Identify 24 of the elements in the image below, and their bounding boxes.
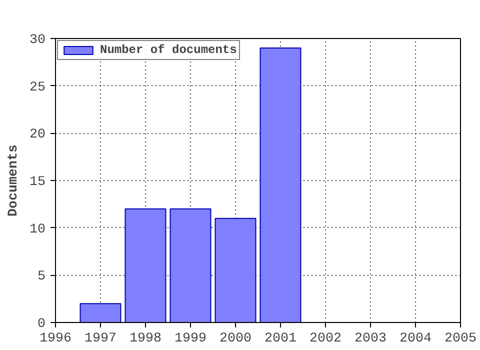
bar xyxy=(80,303,122,322)
x-tick-label: 1998 xyxy=(130,332,162,346)
x-tick-label: 2003 xyxy=(354,332,387,346)
x-tick-label: 2004 xyxy=(400,332,432,346)
x-tick-label: 1996 xyxy=(40,332,72,346)
y-axis-title: Documents xyxy=(6,144,22,216)
bar xyxy=(170,208,212,322)
y-tick-label: 5 xyxy=(38,270,46,285)
y-tick-label: 0 xyxy=(38,317,46,332)
y-tick-label: 15 xyxy=(30,175,46,190)
x-tick-label: 1999 xyxy=(174,332,207,346)
x-tick-label: 2005 xyxy=(444,332,477,346)
bar xyxy=(124,208,166,322)
y-tick-label: 20 xyxy=(30,128,46,143)
y-tick-label: 25 xyxy=(30,80,46,96)
x-tick-label: 2000 xyxy=(220,332,252,346)
x-tick-label: 1997 xyxy=(84,332,117,346)
x-tick-label: 2002 xyxy=(310,332,342,346)
y-tick-label: 30 xyxy=(30,33,46,48)
legend-label: Number of documents xyxy=(100,43,237,57)
bar xyxy=(214,218,256,322)
x-tick-label: 2001 xyxy=(264,332,297,346)
y-tick-label: 10 xyxy=(30,222,46,238)
bar xyxy=(260,47,302,322)
